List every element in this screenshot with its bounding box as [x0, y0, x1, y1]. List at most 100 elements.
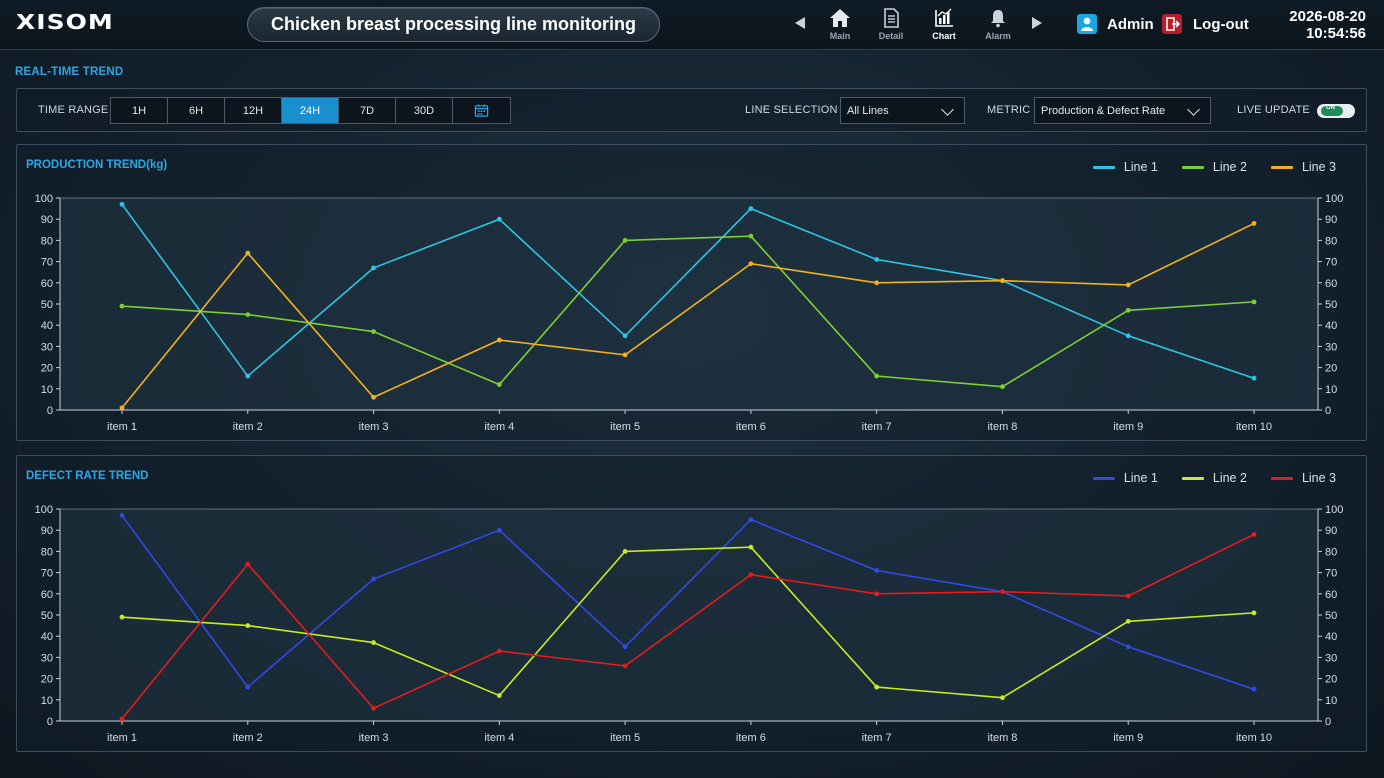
legend-swatch [1270, 476, 1293, 480]
data-point [622, 549, 628, 554]
legend-label: Line 3 [1301, 160, 1336, 174]
calendar-button[interactable] [453, 98, 510, 123]
x-tick-label: item 5 [610, 732, 640, 744]
data-point [1000, 278, 1005, 284]
legend-item[interactable]: Line 2 [1181, 160, 1247, 174]
y-tick-label-right: 70 [1325, 568, 1337, 580]
y-tick-label-right: 100 [1325, 504, 1343, 516]
data-point [496, 527, 502, 533]
x-tick-label: item 10 [1236, 732, 1272, 744]
legend-swatch [1181, 165, 1204, 169]
range-button-24h[interactable]: 24H [282, 98, 339, 123]
plot-area [60, 198, 1318, 410]
x-tick-label: item 3 [359, 421, 389, 433]
y-tick-label-left: 60 [41, 589, 53, 601]
y-tick-label-right: 50 [1325, 610, 1337, 622]
y-tick-label-left: 70 [41, 257, 53, 269]
nav-prev-arrow-icon[interactable] [795, 17, 805, 29]
range-button-7d[interactable]: 7D [339, 98, 396, 123]
legend-item[interactable]: Line 2 [1181, 471, 1247, 485]
nav-detail[interactable]: Detail [869, 7, 913, 45]
x-tick-label: item 3 [359, 732, 389, 744]
nav-main-label: Main [829, 31, 851, 41]
data-point [496, 216, 502, 222]
legend-item[interactable]: Line 1 [1092, 160, 1158, 174]
data-point [748, 233, 754, 239]
logout-button[interactable]: Log-out [1193, 16, 1249, 33]
data-point [245, 250, 251, 256]
y-tick-label-right: 30 [1325, 652, 1337, 664]
y-tick-label-left: 90 [41, 214, 53, 226]
data-point [371, 394, 376, 400]
nav-chart[interactable]: Chart [922, 7, 966, 45]
datetime: 2026-08-20 10:54:56 [1289, 8, 1366, 42]
legend-item[interactable]: Line 1 [1092, 471, 1158, 485]
data-point [496, 382, 502, 387]
production-line-chart: 0 0 10 10 20 20 30 30 40 40 50 50 60 60 70 70 80 80 90 90 10… [35, 193, 1344, 433]
x-tick-label: item 8 [987, 732, 1017, 744]
range-button-6h[interactable]: 6H [168, 98, 225, 123]
y-tick-label-right: 100 [1325, 193, 1343, 205]
x-tick-label: item 7 [862, 732, 892, 744]
logout-icon[interactable] [1162, 14, 1182, 34]
x-tick-label: item 4 [484, 732, 514, 744]
x-tick-label: item 9 [1113, 732, 1143, 744]
data-point [245, 684, 251, 690]
y-tick-label-left: 0 [47, 716, 53, 728]
user-icon [1077, 14, 1097, 34]
data-point [748, 206, 754, 211]
data-point [874, 684, 880, 690]
data-point [748, 544, 754, 550]
line-selection-value: All Lines [847, 104, 889, 117]
nav-main[interactable]: Main [818, 7, 862, 45]
data-point [748, 517, 754, 522]
y-tick-label-left: 10 [41, 695, 53, 707]
user-name: Admin [1107, 16, 1154, 33]
y-tick-label-left: 100 [35, 193, 53, 205]
data-point [622, 352, 628, 358]
x-tick-label: item 1 [107, 732, 137, 744]
data-point [119, 201, 125, 207]
data-point [874, 257, 880, 262]
filter-bar: TIME RANGE 1H 6H 12H 24H 7D 30D LINE SEL… [16, 88, 1367, 132]
defect-chart-title: DEFECT RATE TREND [26, 470, 149, 482]
top-header: XISOM Chicken breast processing line mon… [0, 0, 1384, 50]
range-button-12h[interactable]: 12H [225, 98, 282, 123]
series-line-3 [121, 533, 1255, 720]
y-tick-label-left: 90 [41, 525, 53, 537]
data-point [1125, 644, 1131, 650]
time-range-group: 1H 6H 12H 24H 7D 30D [110, 97, 511, 124]
data-point [622, 663, 628, 669]
data-point [119, 512, 125, 518]
legend-label: Line 1 [1123, 471, 1158, 485]
data-point [371, 576, 376, 582]
data-point [245, 312, 251, 317]
range-button-1h[interactable]: 1H [111, 98, 168, 123]
defect-rate-panel: DEFECT RATE TREND Line 1 Line 2 Line 3 0… [16, 455, 1367, 752]
x-tick-label: item 8 [987, 421, 1017, 433]
legend-item[interactable]: Line 3 [1270, 471, 1336, 485]
live-update-label: LIVE UPDATE [1237, 104, 1310, 116]
data-point [371, 265, 376, 271]
x-tick-label: item 9 [1113, 421, 1143, 433]
nav-alarm[interactable]: Alarm [976, 7, 1020, 45]
data-point [245, 561, 251, 567]
metric-dropdown[interactable]: Production & Defect Rate [1034, 97, 1211, 124]
y-tick-label-right: 50 [1325, 299, 1337, 311]
nav-alarm-label: Alarm [985, 31, 1011, 41]
defect-line-chart: 0 0 10 10 20 20 30 30 40 40 50 50 60 60 70 70 80 80 90 90 10… [35, 504, 1344, 744]
y-tick-label-right: 0 [1325, 716, 1331, 728]
legend-item[interactable]: Line 3 [1270, 160, 1336, 174]
chevron-down-icon [941, 103, 954, 116]
legend-swatch [1092, 476, 1115, 480]
data-point [1000, 695, 1005, 701]
nav-next-arrow-icon[interactable] [1032, 17, 1042, 29]
time-range-label: TIME RANGE [38, 104, 109, 116]
data-point [622, 333, 628, 339]
line-selection-dropdown[interactable]: All Lines [840, 97, 965, 124]
range-button-30d[interactable]: 30D [396, 98, 453, 123]
live-update-toggle[interactable]: ON [1317, 104, 1355, 118]
nav-chart-label: Chart [932, 31, 956, 41]
metric-value: Production & Defect Rate [1041, 104, 1166, 117]
page-title: Chicken breast processing line monitorin… [247, 7, 660, 42]
